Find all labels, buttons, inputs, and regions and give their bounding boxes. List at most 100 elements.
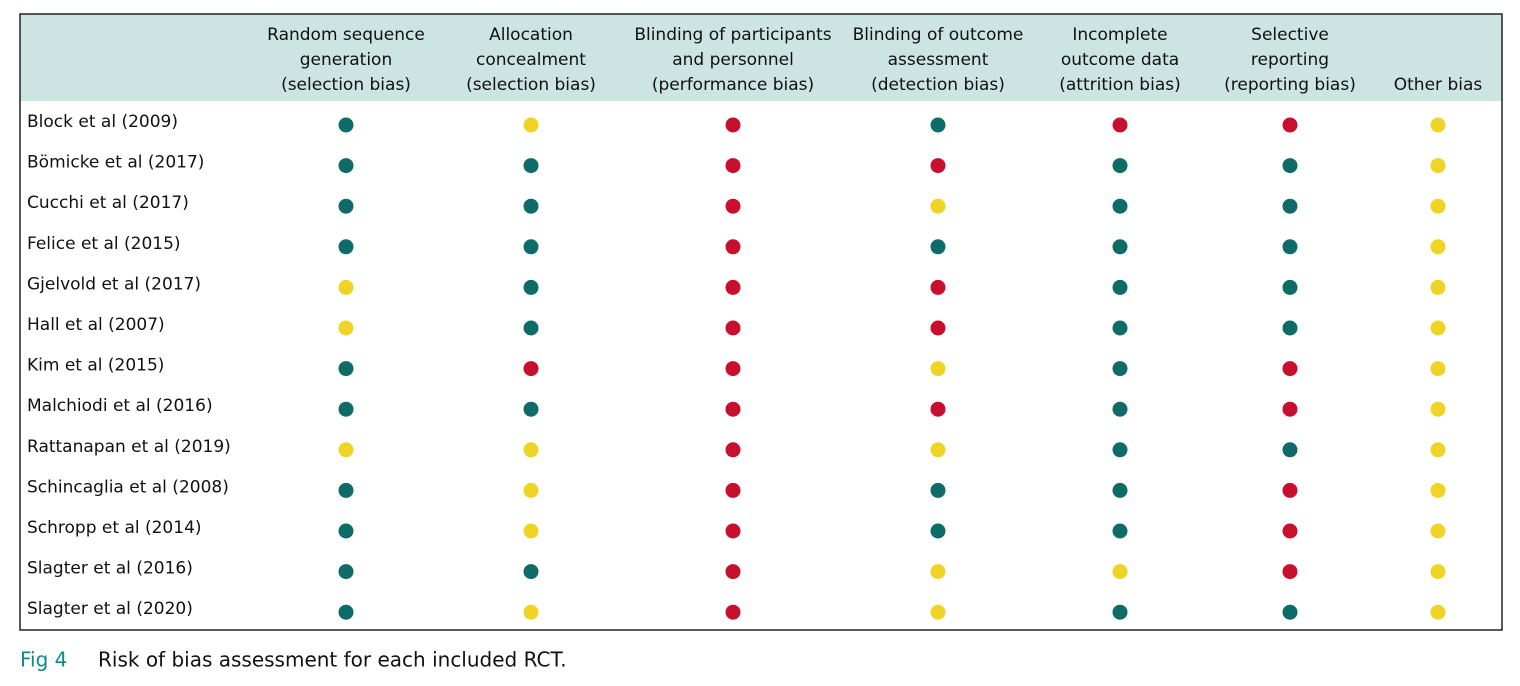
risk-dot — [1430, 604, 1446, 620]
risk-dot — [1282, 523, 1298, 539]
risk-dot — [523, 361, 539, 377]
study-label: Slagter et al (2016) — [27, 559, 193, 579]
risk-dot — [338, 198, 354, 214]
column-header: (selection bias) — [281, 75, 411, 95]
risk-dot — [523, 604, 539, 620]
column-header: (reporting bias) — [1224, 75, 1356, 95]
risk-dot — [523, 279, 539, 295]
risk-dot — [338, 604, 354, 620]
risk-dot — [338, 361, 354, 377]
risk-dot — [725, 198, 741, 214]
risk-dot — [725, 279, 741, 295]
risk-dot — [1282, 401, 1298, 417]
risk-dot — [523, 564, 539, 580]
risk-dot — [1282, 442, 1298, 458]
risk-dot — [725, 523, 741, 539]
risk-dot — [1282, 279, 1298, 295]
risk-dot — [1112, 158, 1128, 174]
study-label: Block et al (2009) — [27, 112, 178, 132]
column-header: Allocation — [489, 25, 573, 45]
study-label: Bömicke et al (2017) — [27, 153, 204, 173]
risk-dot — [725, 442, 741, 458]
risk-dot — [523, 158, 539, 174]
risk-dot — [930, 239, 946, 255]
risk-dot — [338, 564, 354, 580]
risk-dot — [1430, 442, 1446, 458]
column-header: assessment — [888, 50, 989, 70]
column-header: (detection bias) — [871, 75, 1005, 95]
study-label: Kim et al (2015) — [27, 356, 164, 376]
risk-dot — [1430, 564, 1446, 580]
risk-dot — [930, 401, 946, 417]
risk-dot — [523, 117, 539, 133]
risk-dot — [930, 361, 946, 377]
risk-dot — [1112, 401, 1128, 417]
column-header: Selective — [1251, 25, 1329, 45]
risk-dot — [725, 158, 741, 174]
study-label: Rattanapan et al (2019) — [27, 437, 231, 457]
risk-dot — [338, 320, 354, 336]
risk-dot — [930, 442, 946, 458]
header-band — [20, 14, 1502, 101]
risk-dot — [1282, 482, 1298, 498]
risk-dot — [725, 320, 741, 336]
risk-dot — [930, 523, 946, 539]
study-label: Hall et al (2007) — [27, 315, 165, 335]
risk-dot — [338, 239, 354, 255]
risk-dot — [1112, 442, 1128, 458]
risk-dot — [930, 482, 946, 498]
risk-dot — [338, 117, 354, 133]
risk-dot — [725, 564, 741, 580]
column-header: and personnel — [672, 50, 794, 70]
column-header: Blinding of participants — [634, 25, 831, 45]
column-header: reporting — [1251, 50, 1329, 70]
risk-dot — [1282, 604, 1298, 620]
risk-dot — [725, 482, 741, 498]
risk-dot — [930, 320, 946, 336]
risk-dot — [338, 158, 354, 174]
risk-dot — [523, 198, 539, 214]
risk-dot — [930, 279, 946, 295]
risk-dot — [1282, 198, 1298, 214]
risk-dot — [338, 401, 354, 417]
risk-dot — [1430, 279, 1446, 295]
column-header: generation — [300, 50, 392, 70]
risk-dot — [1282, 239, 1298, 255]
study-label: Slagter et al (2020) — [27, 599, 193, 619]
risk-dot — [1112, 320, 1128, 336]
risk-dot — [1430, 158, 1446, 174]
risk-dot — [725, 361, 741, 377]
risk-dot — [1282, 158, 1298, 174]
risk-dot — [1282, 564, 1298, 580]
risk-dot — [1430, 482, 1446, 498]
risk-dot — [1282, 361, 1298, 377]
column-header: Other bias — [1394, 75, 1483, 95]
risk-dot — [1430, 361, 1446, 377]
column-header: (selection bias) — [466, 75, 596, 95]
column-header: (attrition bias) — [1059, 75, 1180, 95]
risk-dot — [1430, 320, 1446, 336]
risk-dot — [1112, 279, 1128, 295]
risk-dot — [930, 117, 946, 133]
study-label: Malchiodi et al (2016) — [27, 396, 213, 416]
caption-label: Fig 4 — [20, 648, 67, 672]
study-label: Schropp et al (2014) — [27, 518, 202, 538]
risk-dot — [338, 442, 354, 458]
risk-dot — [725, 604, 741, 620]
risk-dot — [1282, 117, 1298, 133]
risk-dot — [1430, 401, 1446, 417]
risk-dot — [725, 239, 741, 255]
risk-dot — [930, 158, 946, 174]
risk-dot — [1112, 198, 1128, 214]
column-header: Incomplete — [1072, 25, 1167, 45]
table-border — [19, 13, 1503, 631]
risk-dot — [523, 482, 539, 498]
risk-dot — [725, 117, 741, 133]
risk-dot — [523, 523, 539, 539]
study-label: Cucchi et al (2017) — [27, 193, 189, 213]
risk-dot — [1430, 523, 1446, 539]
study-label: Schincaglia et al (2008) — [27, 477, 229, 497]
risk-dot — [1430, 239, 1446, 255]
risk-dot — [523, 401, 539, 417]
